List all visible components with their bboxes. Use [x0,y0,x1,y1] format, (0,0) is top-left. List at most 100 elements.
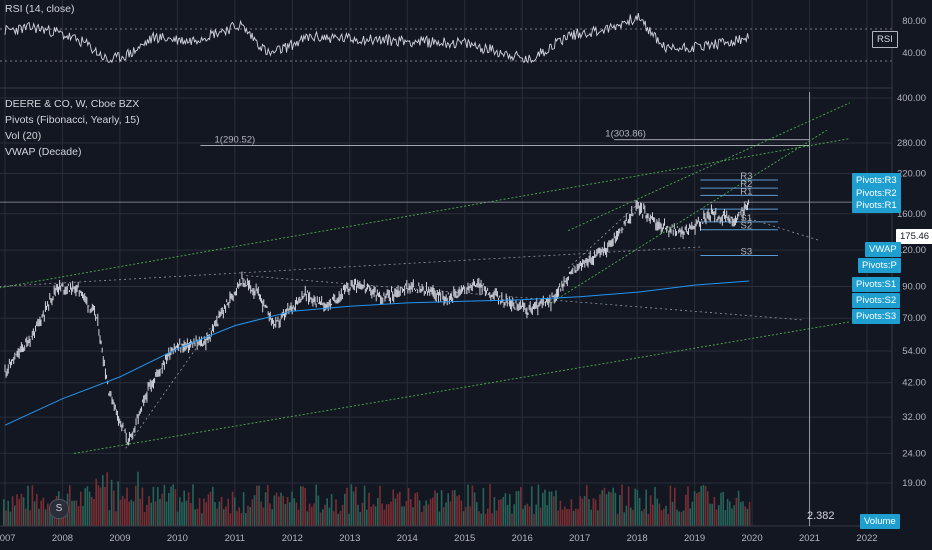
volume-bar [275,492,278,526]
volume-bar [491,513,493,526]
volume-bar [586,485,588,526]
volume-bar [689,508,691,526]
volume-bar [3,499,5,526]
volume-bar [9,511,12,526]
volume-bar [733,505,735,526]
volume-value: 2.382 [807,510,835,522]
volume-bar [108,510,111,526]
volume-bar [735,497,738,526]
volume-bar [379,485,381,526]
volume-bar [432,497,434,526]
volume-bar [654,486,656,526]
volume-bar [693,491,696,526]
volume-bar [104,486,106,526]
y-tick-label: 280.00 [897,138,926,149]
volume-bar [225,506,227,526]
volume-bar [414,493,416,526]
volume-bar [377,498,379,526]
volume-bar [289,502,291,526]
volume-bar [185,500,188,526]
volume-bar [139,498,141,526]
volume-bar [339,511,342,526]
volume-bar [258,485,260,526]
volume-bar [18,499,20,526]
volume-bar [476,502,478,526]
volume-bar [520,487,522,526]
symbol-title[interactable]: DEERE & CO, W, Cboe BZX [5,98,140,110]
volume-bar [295,502,298,526]
volume-bar [209,491,212,526]
volume-bar [594,499,597,526]
volume-bar [152,486,155,526]
volume-bar [696,493,698,526]
volume-bar [647,513,650,526]
pivots-legend[interactable]: Pivots (Fibonacci, Yearly, 15) [5,114,140,126]
volume-bar [126,487,128,526]
volume-bar [746,508,749,526]
s-marker-icon[interactable]: S [49,499,69,519]
volume-bar [418,500,421,526]
volume-bar [685,494,687,526]
dotted-line [567,204,638,269]
volume-bar [194,509,196,526]
volume-bar [304,488,306,526]
volume-bar [680,511,683,526]
trend-line [567,102,850,232]
volume-bar [513,504,515,526]
volume-bar [280,492,282,526]
volume-bar [456,496,458,526]
pivot-badge: Pivots:P [858,257,901,273]
volume-bar [500,499,502,526]
volume-bar [557,510,559,526]
volume-bar [350,484,353,526]
volume-bar [242,492,245,526]
overlay-lines: 1(290.52) 1(303.86) [0,102,892,454]
volume-bar [434,490,436,526]
vol-legend[interactable]: Vol (20) [5,130,42,142]
volume-bar [484,513,487,526]
volume-bar [249,507,251,526]
volume-bar [597,510,599,526]
volume-bar [5,510,7,526]
volume-bar [462,511,465,526]
volume-bar [678,511,680,526]
volume-bar [630,507,632,526]
volume-bar [368,492,370,526]
volume-bar [366,509,368,526]
volume-bar [352,491,355,526]
volume-bar [247,505,249,526]
volume-bar [581,498,584,526]
volume-bar [638,497,641,526]
volume-bar [240,513,243,526]
volume-bar [544,489,546,526]
volume-bar [531,486,533,526]
volume-bar [363,485,366,526]
volume-bar [471,485,474,526]
volume-bar [238,507,240,526]
volume-bar [25,508,27,526]
volume-bar [478,511,480,526]
volume-bar [660,510,663,526]
dotted-line [246,275,804,321]
volume-bar [73,500,75,526]
volume-bar [614,492,617,526]
volume-bar [315,484,317,526]
vwap-legend[interactable]: VWAP (Decade) [5,146,82,158]
volume-bar [742,501,744,526]
volume-bar [590,509,592,526]
y-tick-label: 70.00 [902,313,926,324]
volume-bar [113,490,115,526]
rsi-badge: RSI [872,31,898,48]
volume-bar [7,500,9,526]
volume-bar [663,508,665,526]
pivot-badge: Pivots:S3 [852,309,901,325]
fib-label-right: 1(303.86) [605,129,646,140]
volume-bar [416,492,419,526]
volume-bar [278,496,280,526]
volume-bar [137,471,139,526]
volume-bar [546,505,548,526]
y-tick-label: 220.00 [897,169,926,180]
volume-bar [22,497,25,526]
volume-bar [346,487,348,526]
